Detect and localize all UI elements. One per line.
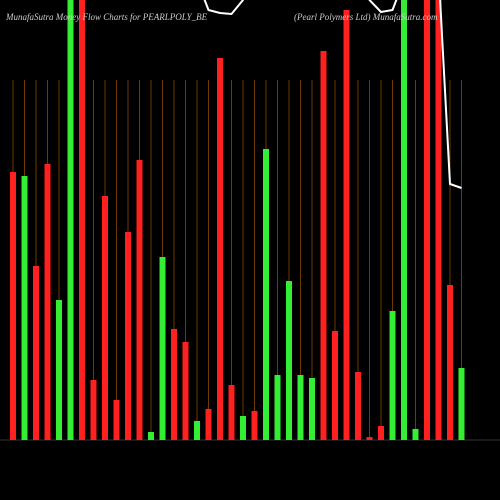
bar: [447, 285, 453, 440]
bar: [343, 10, 350, 440]
bar: [378, 426, 384, 440]
bars: [10, 0, 465, 440]
bar: [21, 176, 28, 440]
bar: [412, 429, 419, 440]
bar: [320, 51, 327, 440]
bar: [297, 375, 304, 440]
bar: [251, 411, 258, 440]
line-layer: [203, 0, 462, 189]
bar: [171, 329, 177, 440]
bar: [10, 172, 16, 440]
bar: [79, 0, 85, 440]
bar: [401, 0, 407, 440]
bar: [366, 437, 373, 440]
bar: [435, 0, 442, 440]
bar: [125, 232, 131, 440]
bar: [458, 368, 465, 440]
bar: [56, 300, 62, 440]
bar: [148, 432, 154, 440]
bar: [159, 257, 166, 440]
bar: [102, 196, 108, 440]
chart-title: MunafaSutra Money Flow Charts for PEARLP…: [5, 12, 208, 22]
bar: [389, 311, 396, 440]
bar: [263, 149, 269, 440]
bar: [274, 375, 281, 440]
bar: [136, 160, 143, 440]
chart-subtitle: (Pearl Polymers Ltd) MunafaSutra.com: [294, 12, 438, 22]
bar: [217, 58, 223, 440]
bar: [67, 0, 74, 440]
bar: [424, 0, 430, 440]
bar: [194, 421, 200, 440]
bar: [205, 409, 212, 440]
bar: [309, 378, 315, 440]
bar: [44, 164, 51, 440]
bar: [228, 385, 235, 440]
bar: [286, 281, 292, 440]
bar: [113, 400, 120, 440]
bar: [182, 342, 189, 440]
bar: [90, 380, 97, 440]
bar: [355, 372, 361, 440]
bar: [33, 266, 39, 440]
bar: [332, 331, 338, 440]
money-flow-line: [203, 0, 462, 189]
bar: [240, 416, 246, 440]
